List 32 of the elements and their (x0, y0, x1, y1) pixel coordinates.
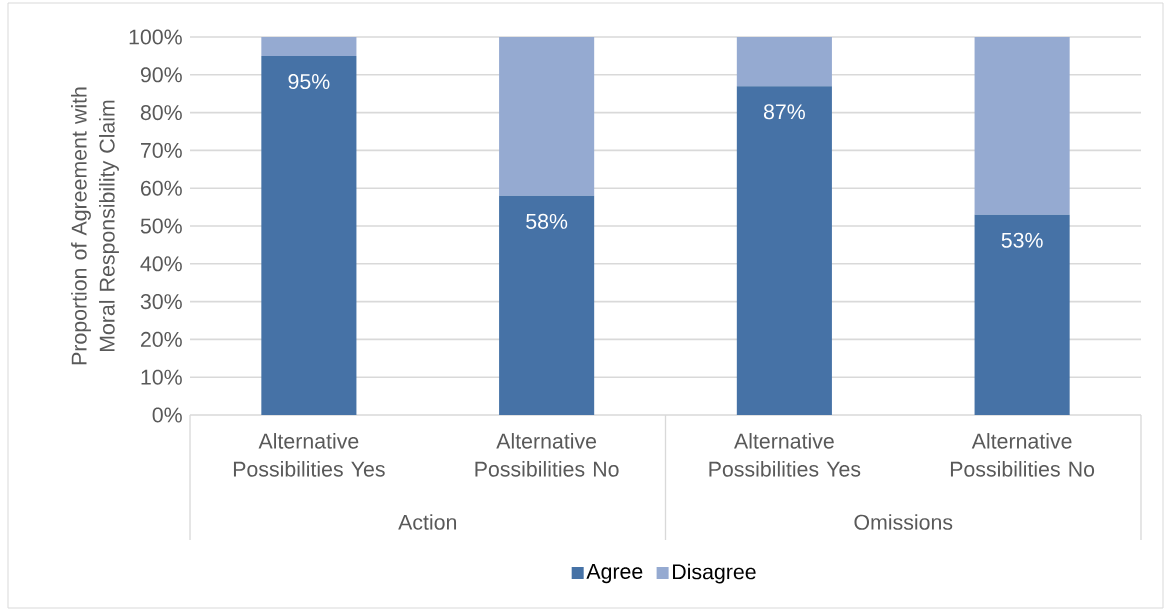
y-tick-label: 0% (152, 407, 182, 423)
data-label: 95% (288, 73, 330, 90)
legend-label: Agree (586, 564, 643, 584)
y-axis-title: Proportion of Agreement with Moral Responsibility Claim (71, 87, 119, 365)
y-tick-label: 30% (140, 294, 182, 310)
y-tick-label: 50% (140, 218, 182, 234)
bar (499, 195, 595, 415)
x-tick-label: Alternative Possibilities No (475, 433, 619, 477)
data-label: 58% (526, 213, 568, 229)
bar (736, 86, 832, 415)
y-tick-label: 100% (129, 29, 182, 45)
bar (974, 214, 1070, 415)
bar (261, 36, 357, 56)
bar (499, 36, 595, 196)
bar (261, 55, 357, 415)
x-tick-label: Alternative Possibilities Yes (709, 433, 861, 477)
y-tick-label: 70% (141, 142, 182, 158)
y-tick-label: 40% (140, 256, 182, 272)
y-tick-label: 80% (140, 105, 182, 121)
data-label: 53% (1001, 232, 1043, 248)
y-tick-label: 10% (141, 369, 182, 385)
x-tick-label: Alternative Possibilities No (950, 433, 1095, 477)
y-tick-label: 90% (140, 67, 182, 83)
legend-label: Disagree (673, 563, 756, 584)
text: Action (398, 514, 457, 530)
data-label: 87% (763, 104, 805, 120)
y-tick-label: 20% (141, 331, 182, 347)
bar (736, 36, 832, 87)
text: Omissions (854, 514, 953, 530)
bar (974, 36, 1070, 215)
y-tick-label: 60% (141, 180, 182, 196)
x-tick-label: Alternative Possibilities Yes (233, 433, 385, 477)
